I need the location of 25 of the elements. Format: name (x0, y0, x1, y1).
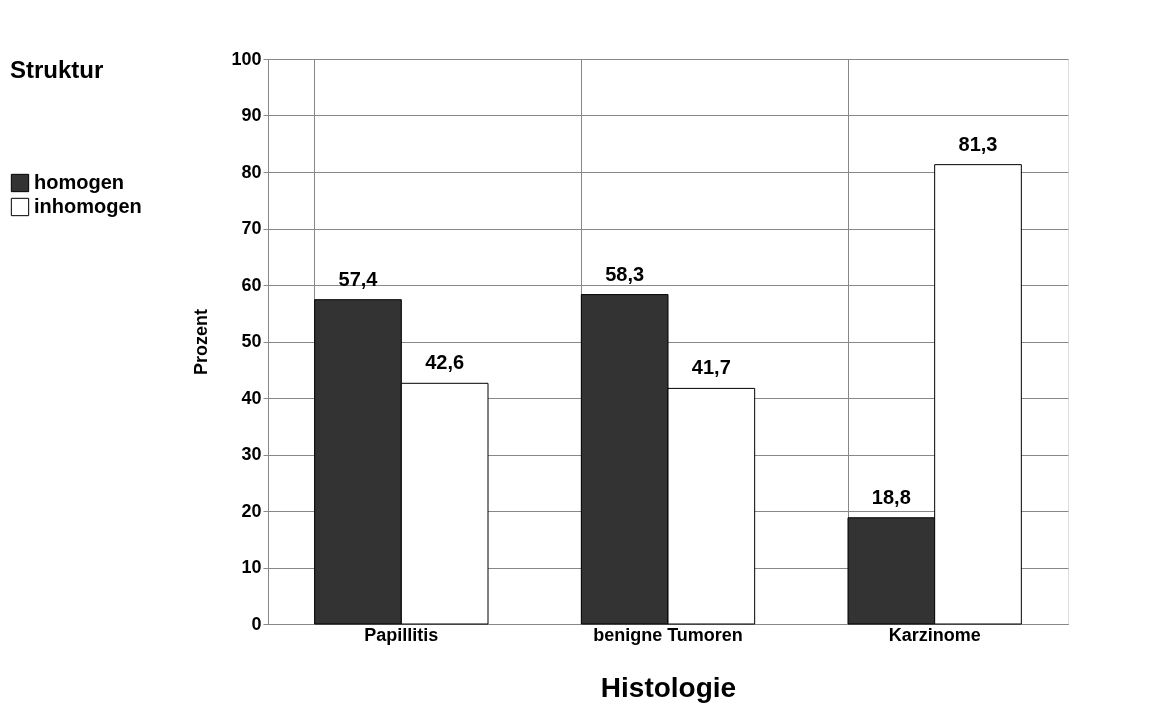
data-label: 42,6 (425, 351, 465, 374)
y-tick-label: 80 (241, 161, 262, 182)
y-tick-label: 90 (241, 105, 262, 125)
y-tick-label: 20 (241, 500, 262, 521)
legend-label: inhomogen (34, 195, 142, 217)
data-label: 41,7 (691, 356, 731, 379)
data-label: 57,4 (338, 267, 379, 290)
x-tick-label: benigne Tumoren (593, 624, 743, 645)
data-label: 18,8 (871, 485, 911, 508)
y-tick-label: 100 (231, 48, 262, 69)
data-label: 81,3 (958, 132, 998, 155)
y-tick-label: 30 (241, 444, 262, 464)
data-label: 58,3 (605, 262, 645, 285)
x-axis-title: Histologie (600, 671, 737, 703)
legend-title: Struktur (10, 56, 104, 83)
y-tick-label: 0 (251, 613, 262, 634)
y-tick-label: 10 (241, 557, 262, 577)
y-axis-title: Prozent (191, 308, 212, 376)
x-tick-label: Karzinome (888, 624, 981, 645)
y-tick-label: 40 (241, 387, 262, 408)
legend-label: homogen (34, 171, 124, 193)
y-tick-label: 50 (241, 331, 262, 351)
y-tick-label: 60 (241, 274, 262, 295)
x-tick-label: Papillitis (364, 624, 439, 645)
y-tick-label: 70 (241, 218, 262, 238)
